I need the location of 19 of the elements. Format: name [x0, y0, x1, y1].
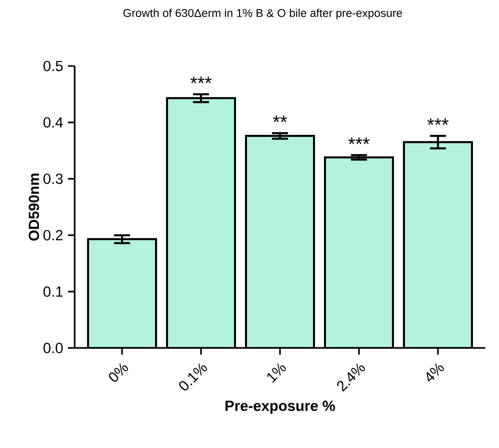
y-tick-label: 0.0 [43, 342, 63, 354]
y-axis-title: OD590nm [28, 174, 40, 241]
y-tick-label: 0.1 [43, 286, 63, 297]
y-tick-label: 0.3 [43, 174, 63, 184]
y-tick-label: 0.4 [43, 117, 63, 128]
x-axis-title: Pre-exposure % [226, 400, 336, 414]
x-tick-label: 1% [267, 363, 286, 383]
y-tick-label: 0.2 [43, 230, 63, 240]
x-tick-label: 4% [426, 363, 444, 382]
chart-title: Growth of 630Δerm in 1% B & O bile after pre-exposure [123, 8, 402, 20]
y-tick-label: 0.5 [43, 60, 63, 72]
bar [245, 134, 315, 348]
annotation: *** [190, 76, 212, 84]
annotation: *** [348, 138, 370, 144]
bar [87, 238, 158, 348]
bar [402, 141, 473, 348]
annotation: *** [427, 118, 449, 125]
x-tick-label: 0% [108, 363, 128, 382]
annotation: ** [273, 116, 287, 122]
